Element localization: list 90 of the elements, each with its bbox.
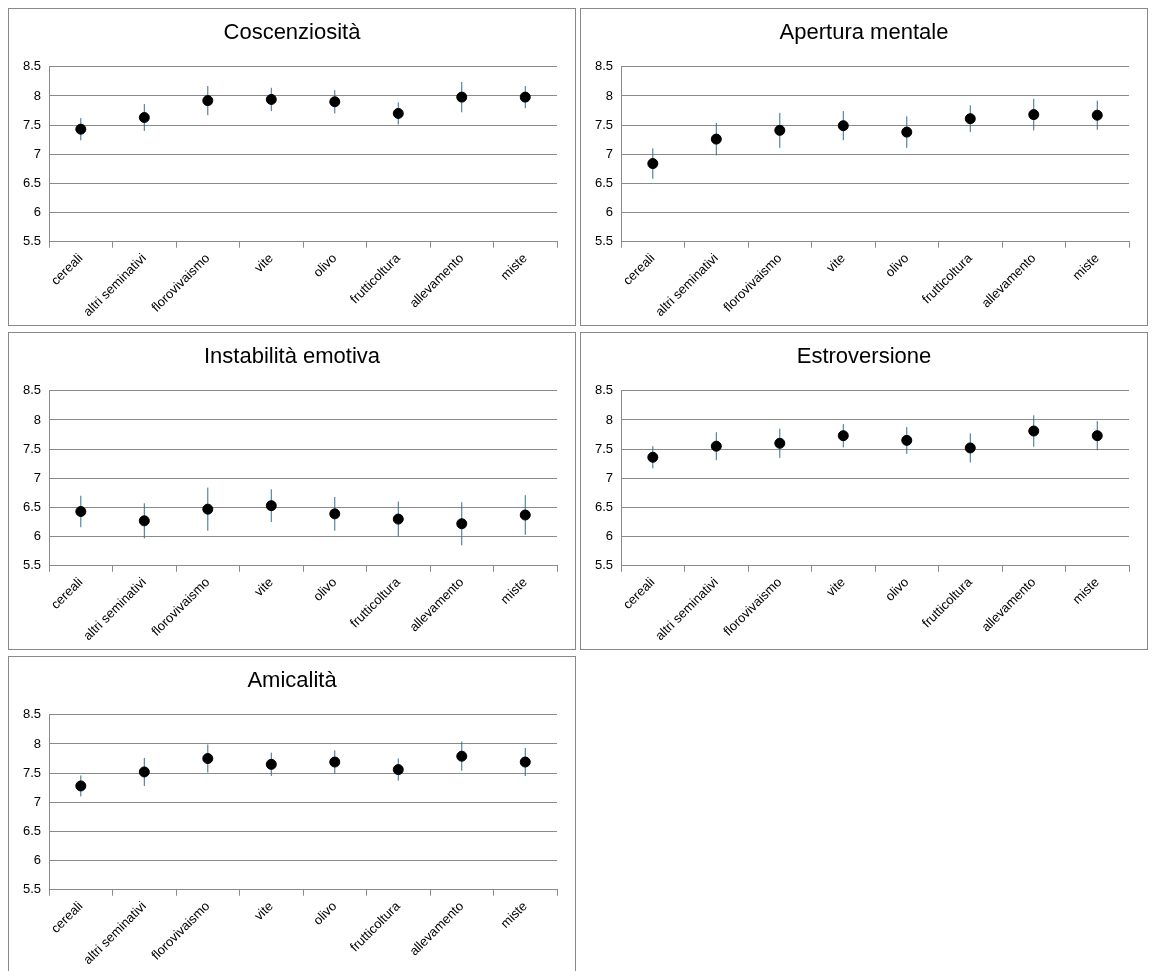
y-tick-label: 6 (33, 528, 42, 544)
y-tick-label: 6 (605, 528, 614, 544)
y-tick-label: 8.5 (594, 382, 614, 398)
x-tick-label: olivo (309, 250, 340, 280)
point (837, 430, 849, 442)
point (964, 442, 976, 454)
y-tick-label: 6.5 (594, 499, 614, 514)
point (75, 506, 87, 518)
y-tick-label: 7.5 (594, 440, 614, 456)
point (901, 434, 913, 446)
point (75, 123, 87, 135)
point (392, 764, 404, 776)
point (519, 509, 531, 521)
point (329, 96, 341, 108)
y-tick-label: 6.5 (22, 823, 42, 838)
y-tick-label: 7 (605, 469, 614, 485)
chart-title: Estroversione (795, 343, 933, 370)
y-tick-label: 7.5 (22, 440, 42, 456)
point (456, 518, 468, 530)
x-tick-label: vite (823, 250, 848, 276)
y-tick-label: 8.5 (22, 58, 42, 74)
y-tick-label: 5.5 (22, 881, 42, 897)
y-tick-label: 6.5 (22, 175, 42, 190)
point (647, 158, 659, 170)
point (647, 451, 659, 463)
point (75, 780, 87, 792)
y-tick-label: 8 (605, 411, 614, 427)
point (138, 112, 150, 124)
y-tick-label: 5.5 (22, 233, 42, 249)
point (774, 124, 786, 136)
y-tick-label: 8 (33, 735, 42, 751)
point (392, 107, 404, 119)
y-tick-label: 8 (33, 87, 42, 103)
y-tick-label: 6.5 (22, 499, 42, 514)
point (774, 437, 786, 449)
point (265, 758, 277, 770)
y-tick-label: 7 (33, 469, 42, 485)
y-tick-label: 7 (605, 145, 614, 161)
y-tick-label: 7 (33, 145, 42, 161)
point (202, 753, 214, 765)
point (1091, 109, 1103, 121)
y-tick-label: 7 (33, 793, 42, 809)
point (265, 93, 277, 105)
point (456, 91, 468, 103)
point (519, 756, 531, 768)
y-tick-label: 8 (33, 411, 42, 427)
chart-title: Coscenziosità (222, 19, 362, 46)
x-tick-label: vite (251, 898, 276, 924)
point (964, 113, 976, 125)
y-tick-label: 5.5 (22, 557, 42, 573)
point (329, 508, 341, 520)
point (202, 95, 214, 107)
x-tick-label: vite (823, 574, 848, 600)
y-tick-label: 7.5 (22, 764, 42, 780)
x-tick-label: olivo (881, 574, 912, 604)
y-tick-label: 6 (605, 204, 614, 220)
x-tick-label: olivo (881, 250, 912, 280)
point (1091, 430, 1103, 442)
y-tick-label: 5.5 (594, 233, 614, 249)
point (456, 750, 468, 762)
point (329, 756, 341, 768)
chart-title: Amicalità (246, 667, 338, 694)
point (202, 503, 214, 515)
chart-title: Apertura mentale (778, 19, 950, 46)
point (1028, 109, 1040, 121)
point (138, 766, 150, 778)
point (1028, 425, 1040, 437)
y-tick-label: 8.5 (22, 706, 42, 722)
x-tick-label: olivo (309, 898, 340, 928)
x-tick-label: vite (251, 574, 276, 600)
point (710, 133, 722, 145)
point (392, 513, 404, 525)
y-tick-label: 6 (33, 852, 42, 868)
y-tick-label: 6.5 (594, 175, 614, 190)
y-tick-label: 8.5 (594, 58, 614, 74)
point (138, 515, 150, 527)
x-tick-label: olivo (309, 574, 340, 604)
y-tick-label: 6 (33, 204, 42, 220)
point (265, 500, 277, 512)
x-tick-label: vite (251, 250, 276, 276)
y-tick-label: 5.5 (594, 557, 614, 573)
point (901, 126, 913, 138)
y-tick-label: 8 (605, 87, 614, 103)
point (519, 91, 531, 103)
point (837, 120, 849, 132)
y-tick-label: 8.5 (22, 382, 42, 398)
chart-title: Instabilità emotiva (202, 343, 382, 370)
point (710, 440, 722, 452)
y-tick-label: 7.5 (22, 116, 42, 132)
y-tick-label: 7.5 (594, 116, 614, 132)
